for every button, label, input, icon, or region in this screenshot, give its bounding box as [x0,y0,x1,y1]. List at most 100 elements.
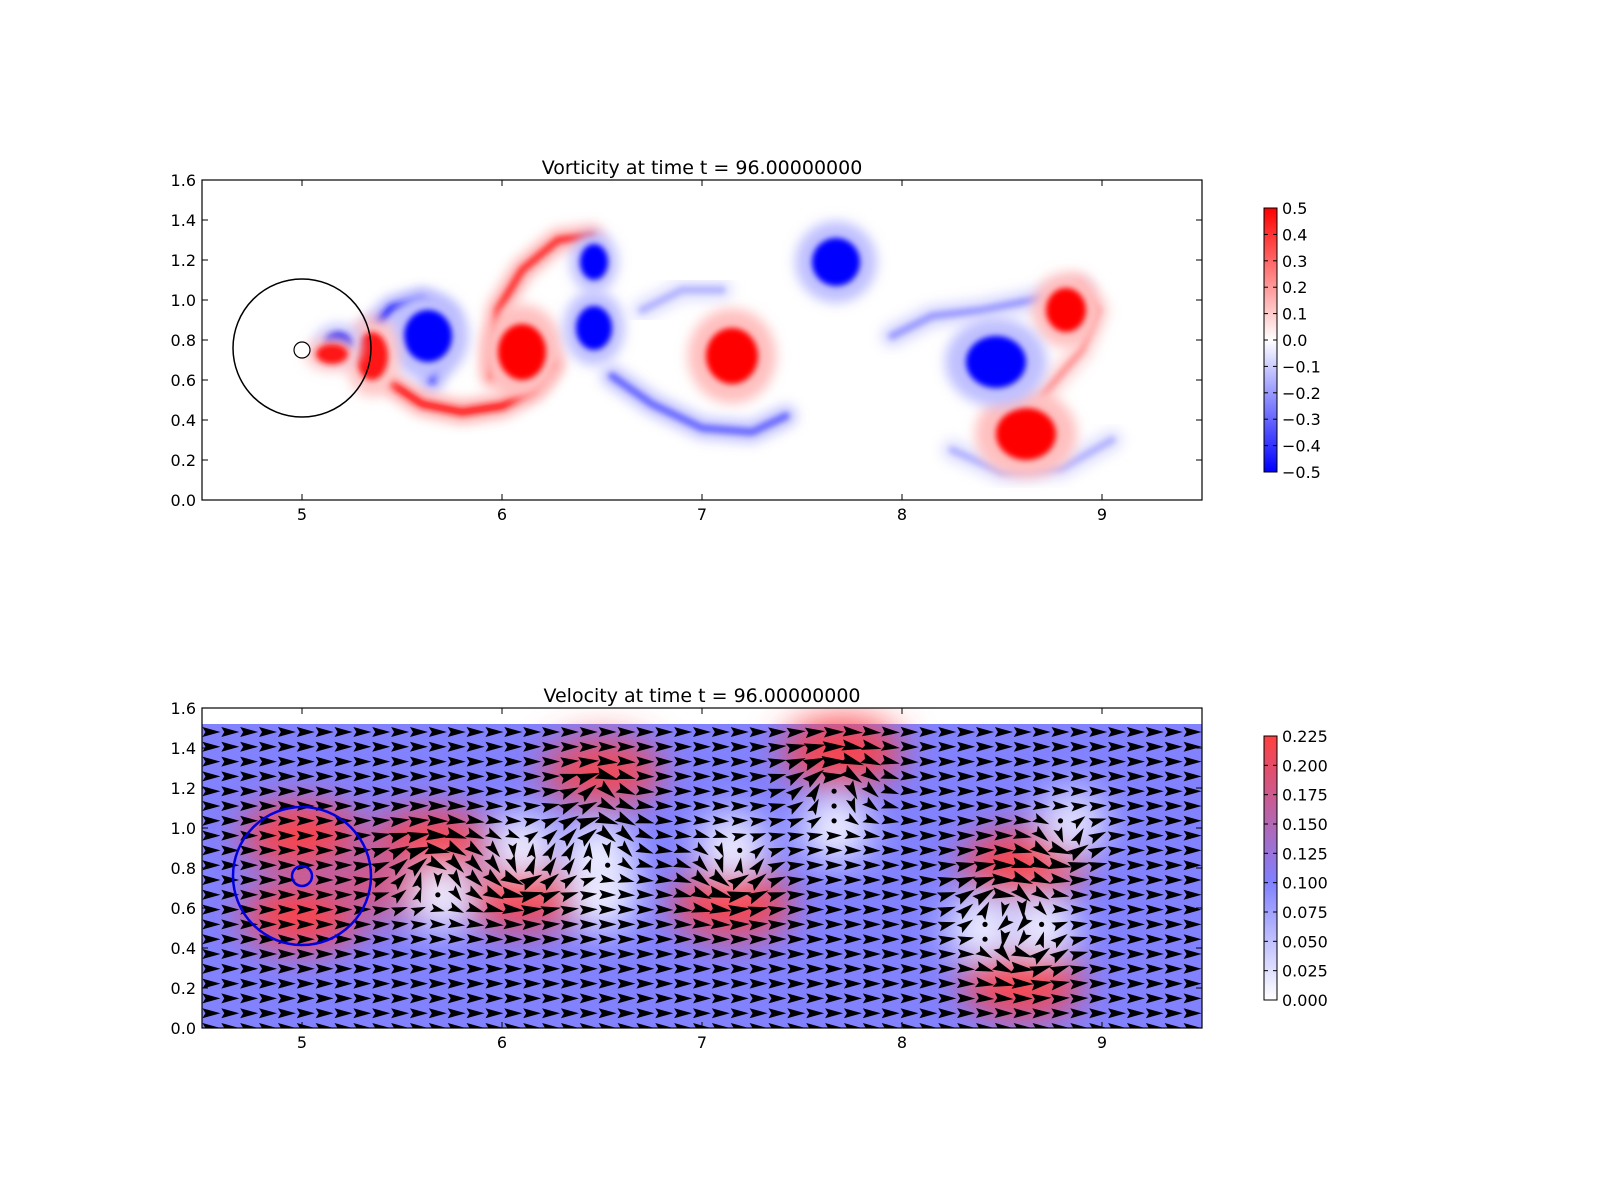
velocity-quiver-arrow [655,919,674,930]
velocity-quiver-arrow [221,963,240,974]
vorticity-colorbar-tick-label: −0.2 [1282,384,1321,403]
velocity-colorbar-tick-label: 0.100 [1282,874,1328,893]
velocity-quiver-arrow [674,726,693,737]
velocity-quiver-arrow [785,771,805,786]
velocity-quiver-arrow [277,786,296,797]
velocity-quiver-arrow [523,1008,542,1019]
velocity-quiver-arrow [485,771,504,782]
velocity-quiver-arrow [315,1023,334,1028]
velocity-quiver-arrow [938,771,957,782]
velocity-quiver-arrow [433,872,443,888]
velocity-quiver-arrow [523,1023,542,1028]
velocity-quiver-arrow [1089,934,1108,945]
velocity-quiver-arrow [938,800,957,811]
velocity-quiver-arrow [692,841,709,856]
velocity-quiver-arrow [542,1008,561,1019]
velocity-quiver-arrow [221,875,240,885]
velocity-quiver-arrow [748,920,769,931]
velocity-quiver-arrow [1107,860,1127,871]
velocity-quiver-arrow [957,771,976,782]
velocity-quiver-arrow [654,814,674,825]
velocity-quiver-arrow [579,963,598,974]
velocity-quiver-arrow [202,963,221,974]
vorticity-colorbar: 0.5 0.4 0.3 0.2 0.1 0.0 −0.1 −0.2 −0.3 −0.4 −0.5 [1263,199,1321,482]
velocity-quiver-arrow [862,978,881,989]
velocity-quiver-arrow [825,949,844,960]
velocity-quiver-arrow [1067,862,1091,874]
velocity-quiver-arrow [674,786,693,797]
velocity-quiver-arrow [1126,830,1145,841]
velocity-quiver-arrow [1070,816,1086,830]
velocity-quiver-arrow [353,1008,372,1019]
velocity-quiver-arrow [692,963,712,974]
velocity-quiver-arrow [560,842,575,862]
velocity-quiver-arrow [730,741,749,752]
velocity-quiver-arrow [787,846,806,857]
velocity-quiver-arrow [991,873,1016,886]
velocity-quiver-arrow [749,978,768,989]
velocity-quiver-arrow [221,993,240,1004]
velocity-quiver-arrow [726,891,752,904]
velocity-quiver-arrow [221,1023,240,1028]
velocity-panel: Velocity at time t = 96.00000000 5 6 7 8 9 0.… [171,685,1328,1052]
velocity-quiver-arrow [240,727,259,737]
velocity-quiver-arrow [428,949,447,959]
velocity-quiver-arrow [938,741,957,752]
velocity-quiver-arrow [767,788,787,799]
velocity-quiver-arrow [806,889,825,900]
velocity-quiver-arrow [993,942,1011,962]
velocity-quiver-arrow [1089,1008,1108,1019]
velocity-quiver-arrow [594,811,619,825]
velocity-quiver-arrow [296,978,315,989]
velocity-quiver-arrow [447,1023,466,1028]
velocity-quiver-arrow [1051,741,1070,752]
velocity-low-speed-region [802,794,870,862]
velocity-quiver-arrow [542,1023,561,1028]
velocity-quiver-arrow [1164,771,1183,782]
velocity-quiver-arrow [277,875,296,886]
velocity-quiver-arrow [1089,786,1108,797]
velocity-quiver-arrow [466,1023,485,1028]
velocity-quiver-arrow [391,963,410,974]
velocity-quiver-arrow [919,963,938,974]
velocity-quiver-arrow [1183,830,1202,841]
velocity-quiver-arrow [1145,889,1164,900]
velocity-quiver-arrow [464,854,483,873]
velocity-quiver-arrow [503,918,524,930]
velocity-quiver-arrow [221,741,240,752]
velocity-quiver-arrow [673,857,692,869]
velocity-quiver-arrow [880,798,900,809]
velocity-quiver-arrow [221,771,240,782]
velocity-quiver-arrow [938,756,957,767]
velocity-quiver-arrow [729,919,750,931]
velocity-quiver-arrow [636,1023,655,1028]
velocity-quiver-arrow [1108,1008,1127,1019]
velocity-quiver-arrow [1016,899,1028,919]
velocity-quiver-arrow [259,904,278,915]
velocity-quiver-arrow [1051,756,1070,767]
velocity-quiver-arrow [315,830,334,841]
velocity-quiver-arrow [259,978,278,989]
velocity-quiver-arrow [296,741,315,752]
velocity-quiver-arrow [1069,875,1090,886]
velocity-quiver-arrow [957,726,976,737]
velocity-quiver-arrow [938,1008,957,1019]
velocity-quiver-arrow [202,978,221,989]
velocity-quiver-arrow [768,963,787,974]
velocity-quiver-arrow [466,786,485,797]
velocity-quiver-arrow [598,904,617,915]
velocity-quiver-arrow [485,726,504,737]
velocity-quiver-arrow [1051,904,1069,914]
velocity-quiver-arrow [787,934,806,945]
velocity-quiver-arrow [711,756,730,767]
velocity-quiver-arrow [259,771,278,782]
velocity-quiver-arrow [539,873,560,891]
velocity-quiver-arrow [1069,951,1089,962]
vorticity-vortex [706,328,758,384]
velocity-quiver-arrow [655,741,674,752]
velocity-quiver-arrow [221,949,240,959]
velocity-quiver-arrow [409,978,428,989]
velocity-axis-ticks: 5 6 7 8 9 0.0 0.2 0.4 0.6 0.8 1.0 1.2 1.4 1.6 [171,699,1202,1052]
velocity-quiver-arrow [768,993,787,1004]
velocity-quiver-arrow [508,842,517,858]
